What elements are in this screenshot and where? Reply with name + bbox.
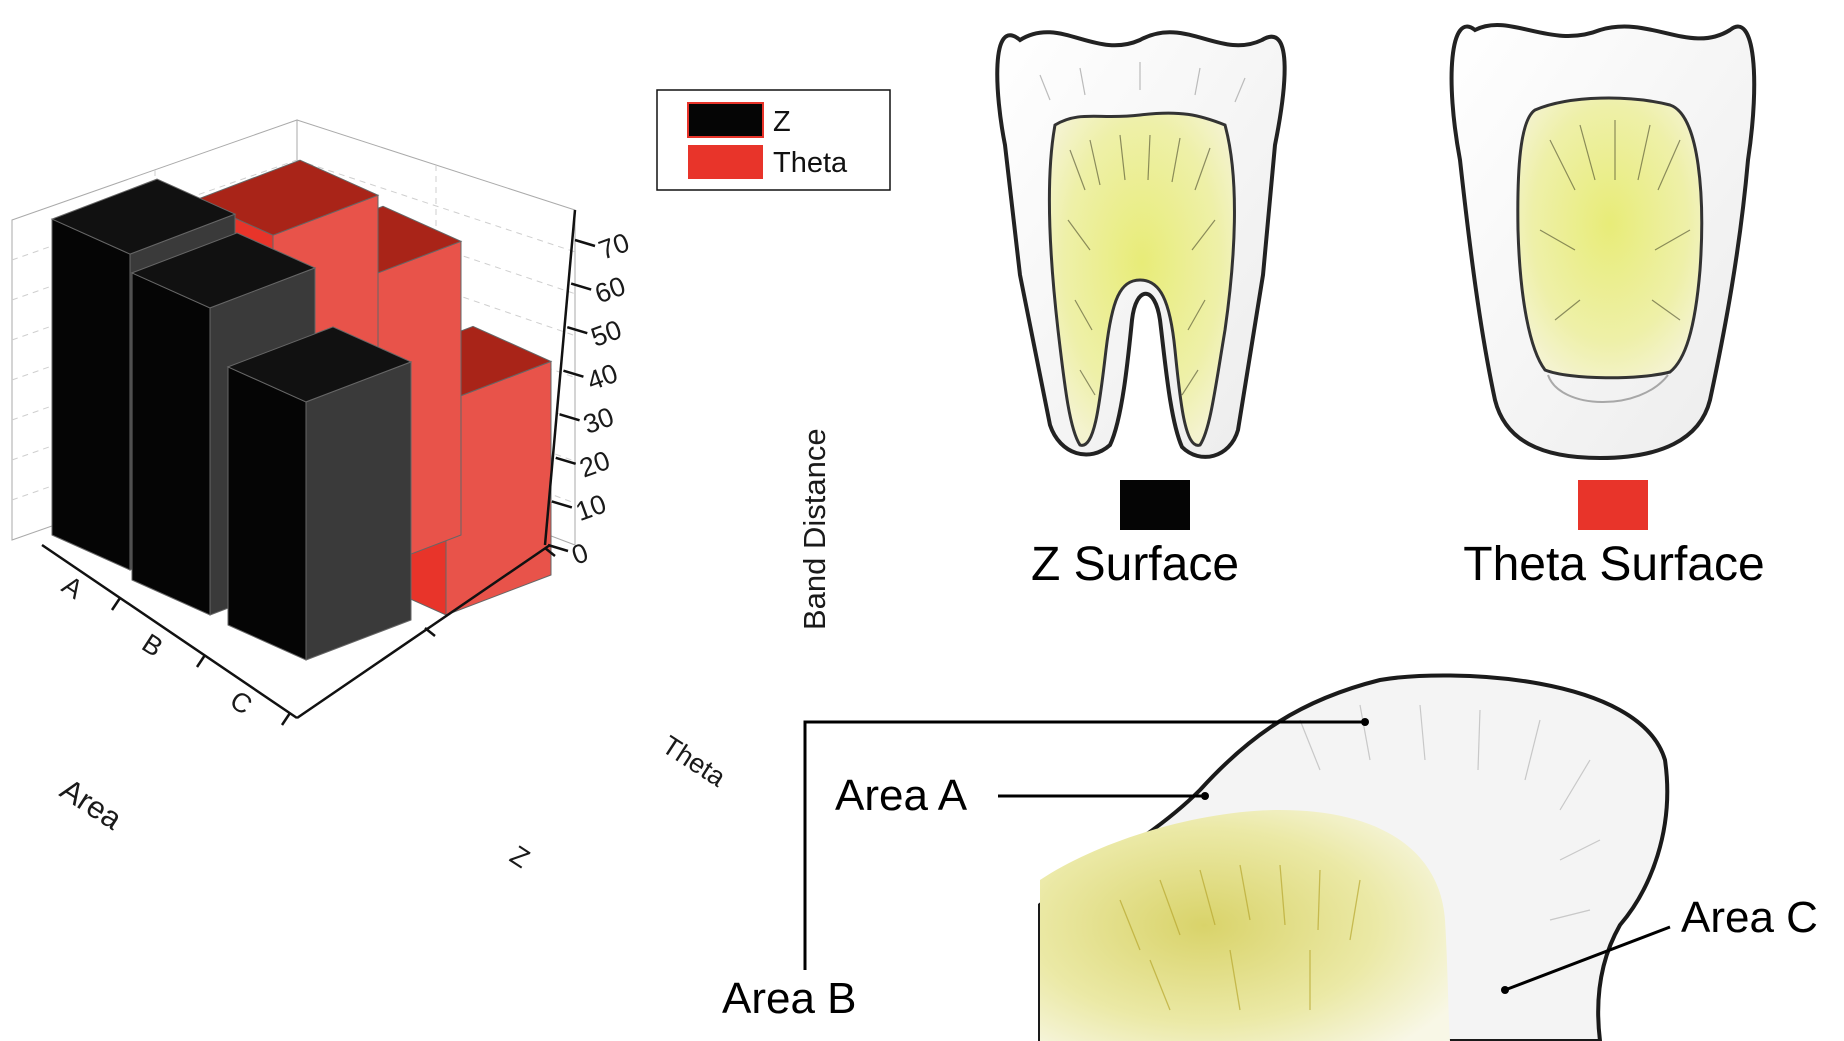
z-tick-0 [547,543,569,553]
depth-tick [544,547,556,557]
tooth-section-dentin [1040,810,1450,1041]
bar-z-c-top [226,326,413,403]
legend-label-theta: Theta [773,147,848,179]
chart-legend: Z Theta [656,89,891,191]
bar-z-a-front [51,218,131,571]
bar-theta-c-side [445,360,552,616]
area-b-label: Area B [722,974,857,1023]
tooth-theta-tubules [1539,120,1691,321]
x-tick [280,712,292,726]
depth-axis-line [296,543,551,720]
z-tick-10 [551,500,573,509]
tooth-theta-dentin [1516,96,1704,380]
z-tick-label-20: 20 [576,445,614,483]
chart-bars [50,159,553,661]
z-axis-title: Band Distance [797,428,832,630]
tooth-section-tubules [1119,864,1361,1011]
tooth-theta-illustration: Theta Surface [1449,23,1765,591]
z-tick-30 [559,413,580,422]
x-tick-label-c: C [225,685,258,721]
z-tick-60 [570,282,592,291]
depth-tick-label-theta: Theta [657,730,732,793]
z-tick-label-10: 10 [572,489,610,527]
legend-swatch-z [687,102,764,138]
area-a-label: Area A [835,771,968,820]
x-axis-title: Area [54,772,129,837]
z-tick-label-60: 60 [591,271,629,309]
theta-surface-label: Theta Surface [1463,538,1765,591]
z-axis-line [543,209,577,546]
bar-theta-a-top [193,159,380,236]
area-c-leader [1504,925,1671,992]
area-c-marker [1501,986,1509,994]
grid-line [296,159,576,253]
legend-swatch-theta [688,145,763,179]
tooth-theta-shadow [1547,374,1669,403]
depth-tick [424,627,436,637]
legend-label-z: Z [773,106,791,138]
z-tick-label-50: 50 [587,314,625,352]
depth-tick-label-z: Z [505,840,535,874]
x-tick-label-a: A [57,570,88,605]
tooth-z-enamel-rods [1039,62,1246,103]
bar-z-c [226,326,413,661]
z-tick-label-30: 30 [579,401,617,439]
tooth-section-enamel-rods [1299,704,1601,921]
theta-surface-swatch [1578,480,1648,530]
area-b-leader [803,720,1365,970]
tooth-z-illustration: Z Surface [995,30,1287,591]
z-surface-swatch [1120,480,1190,530]
bar-z-b-front [131,272,211,616]
bar-z-b-top [130,232,317,309]
z-tick-label-0: 0 [568,537,592,570]
area-a-marker [1201,792,1209,800]
z-tick-40 [563,369,584,378]
z-tick-label-40: 40 [583,358,621,396]
x-tick-label-b: B [137,628,168,663]
z-surface-label: Z Surface [1031,538,1239,591]
area-c-label: Area C [1681,893,1818,942]
z-tick-20 [555,456,577,466]
x-tick [195,654,207,668]
z-tick-label-70: 70 [595,227,633,265]
bar-z-c-side [305,361,412,661]
z-tick-70 [574,238,596,248]
x-axis-line [41,543,298,720]
bar-z-a-top [50,178,237,255]
z-tick-50 [566,325,588,335]
area-b-marker [1361,718,1369,726]
tooth-z-tubules [1067,134,1216,396]
tooth-z-dentin [1047,111,1236,447]
bar-z-c-front [227,366,307,661]
tooth-section-illustration: Area A Area B Area C [722,673,1818,1041]
x-tick [110,597,122,611]
bar-chart-3d: 0 10 20 30 40 50 60 70 A B C Theta Z Z Theta Band Di… [11,89,891,874]
